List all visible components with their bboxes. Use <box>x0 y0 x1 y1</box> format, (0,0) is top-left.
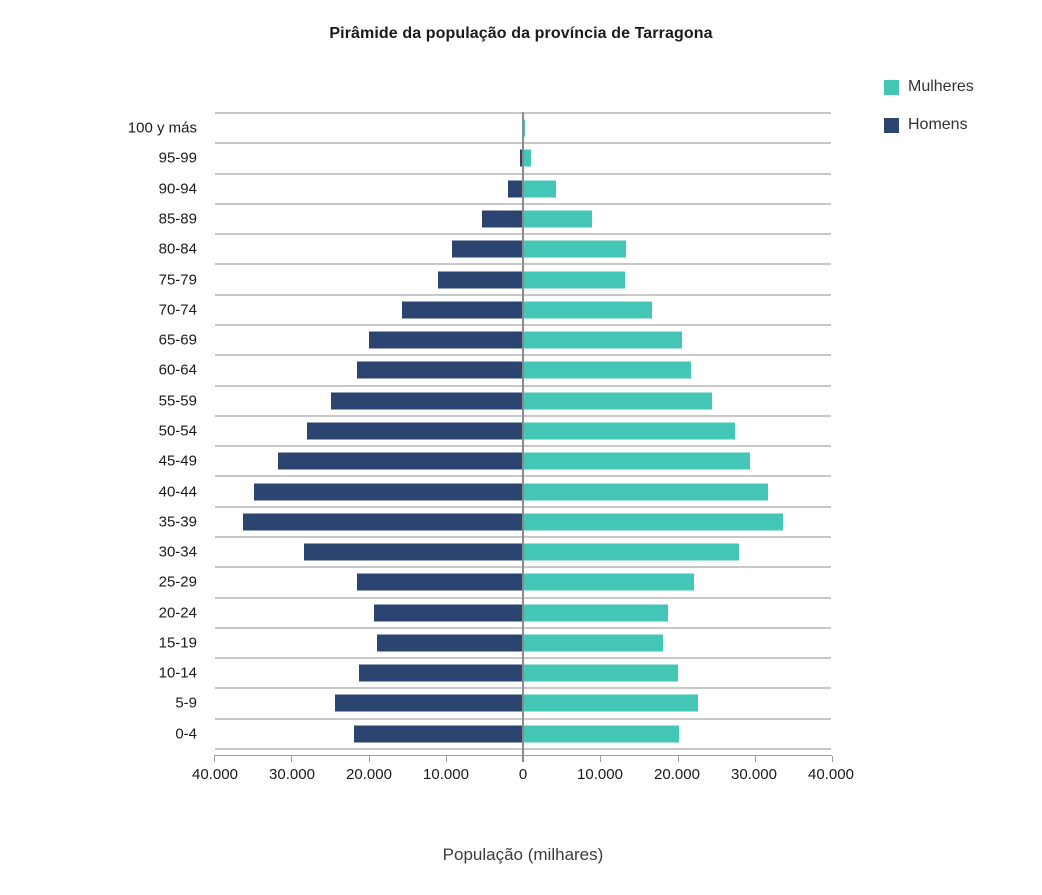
x-axis-title: População (milhares) <box>442 845 604 864</box>
age-group-label: 60-64 <box>158 361 197 379</box>
bar-homens-70-74 <box>402 301 523 319</box>
bar-mulheres-5-9 <box>523 694 698 712</box>
x-axis-tick <box>445 756 447 762</box>
x-tick-label: 20.000 <box>346 766 392 783</box>
bar-mulheres-0-4 <box>523 725 679 743</box>
bar-homens-90-94 <box>508 180 523 198</box>
mulheres-swatch <box>884 79 899 95</box>
age-group-label: 40-44 <box>158 483 197 501</box>
x-tick-label: 40.000 <box>808 766 854 783</box>
bar-homens-85-89 <box>482 210 523 228</box>
x-axis-tick <box>600 756 602 762</box>
bar-mulheres-95-99 <box>523 149 531 167</box>
bar-homens-55-59 <box>331 392 523 410</box>
chart-title: Pirâmide da população da província de Ta… <box>329 25 713 42</box>
age-group-label: 90-94 <box>158 180 197 198</box>
age-group-label: 100 y más <box>127 119 197 137</box>
age-group-label: 30-34 <box>158 543 197 561</box>
age-group-label: 15-19 <box>158 634 197 652</box>
x-axis-tick <box>214 756 215 762</box>
bar-homens-15-19 <box>377 634 523 652</box>
age-group-label: 0-4 <box>175 725 197 743</box>
bar-mulheres-70-74 <box>523 301 653 319</box>
bar-mulheres-55-59 <box>523 392 713 410</box>
bar-homens-75-79 <box>438 271 523 289</box>
bar-mulheres-90-94 <box>523 180 557 198</box>
bar-mulheres-40-44 <box>523 483 768 501</box>
bar-homens-25-29 <box>356 573 523 591</box>
age-group-label: 65-69 <box>158 331 197 349</box>
bar-mulheres-35-39 <box>523 513 784 531</box>
x-tick-label: 30.000 <box>269 766 315 783</box>
bar-homens-65-69 <box>369 331 523 349</box>
legend-label-mulheres: Mulheres <box>908 78 974 95</box>
bar-mulheres-85-89 <box>523 210 592 228</box>
x-tick-label: 40.000 <box>192 766 238 783</box>
plot-area: 100 y más 95-99 90-94 85-89 80-84 75-79 70-74 6… <box>128 112 831 762</box>
x-tick-label: 10.000 <box>577 766 623 783</box>
legend: Mulheres Homens <box>884 78 974 134</box>
age-group-label: 45-49 <box>158 452 197 470</box>
age-group-label: 80-84 <box>158 240 197 258</box>
age-group-label: 35-39 <box>158 513 197 531</box>
bar-homens-5-9 <box>335 694 523 712</box>
age-group-label: 5-9 <box>175 694 197 712</box>
x-axis-tick <box>291 756 293 762</box>
bar-mulheres-65-69 <box>523 331 683 349</box>
bar-mulheres-60-64 <box>523 361 691 379</box>
x-tick-label: 20.000 <box>654 766 700 783</box>
center-axis-line <box>522 112 524 762</box>
age-group-label: 50-54 <box>158 422 197 440</box>
x-tick-label: 10.000 <box>423 766 469 783</box>
x-tick-labels: 40.000 30.000 20.000 10.000 0 10.000 20.000 30.… <box>192 766 854 786</box>
bar-homens-45-49 <box>278 452 523 470</box>
bar-mulheres-50-54 <box>523 422 735 440</box>
x-axis-tick <box>754 756 756 762</box>
bar-mulheres-75-79 <box>523 271 626 289</box>
age-group-label: 25-29 <box>158 573 197 591</box>
bar-mulheres-15-19 <box>523 634 664 652</box>
bar-mulheres-25-29 <box>523 573 694 591</box>
age-group-label: 20-24 <box>158 604 197 622</box>
bar-homens-40-44 <box>254 483 523 501</box>
bar-homens-80-84 <box>452 240 523 258</box>
x-axis-tick <box>368 756 370 762</box>
bar-mulheres-80-84 <box>523 240 627 258</box>
bar-mulheres-10-14 <box>523 664 678 682</box>
bar-homens-20-24 <box>374 604 523 622</box>
bar-homens-35-39 <box>242 513 523 531</box>
x-axis-tick <box>677 756 679 762</box>
bar-homens-30-34 <box>303 543 523 561</box>
x-tick-label: 0 <box>518 766 528 783</box>
legend-item-homens: Homens <box>884 116 974 134</box>
bar-homens-0-4 <box>354 725 523 743</box>
bar-homens-95-99 <box>519 149 523 167</box>
bar-mulheres-100-y-más <box>523 119 526 137</box>
bar-homens-10-14 <box>359 664 523 682</box>
bar-mulheres-30-34 <box>523 543 739 561</box>
legend-label-homens: Homens <box>908 116 968 133</box>
age-group-label: 85-89 <box>158 210 197 228</box>
age-group-label: 55-59 <box>158 392 197 410</box>
legend-item-mulheres: Mulheres <box>884 78 974 96</box>
age-group-label: 10-14 <box>158 664 197 682</box>
bar-homens-60-64 <box>357 361 523 379</box>
bar-mulheres-20-24 <box>523 604 668 622</box>
age-group-label: 70-74 <box>158 301 197 319</box>
age-group-label: 95-99 <box>158 149 197 167</box>
x-tick-label: 30.000 <box>731 766 777 783</box>
x-axis-tick <box>832 756 833 762</box>
age-group-label: 75-79 <box>158 271 197 289</box>
bar-homens-50-54 <box>306 422 523 440</box>
bar-mulheres-45-49 <box>523 452 751 470</box>
homens-swatch <box>884 117 899 133</box>
